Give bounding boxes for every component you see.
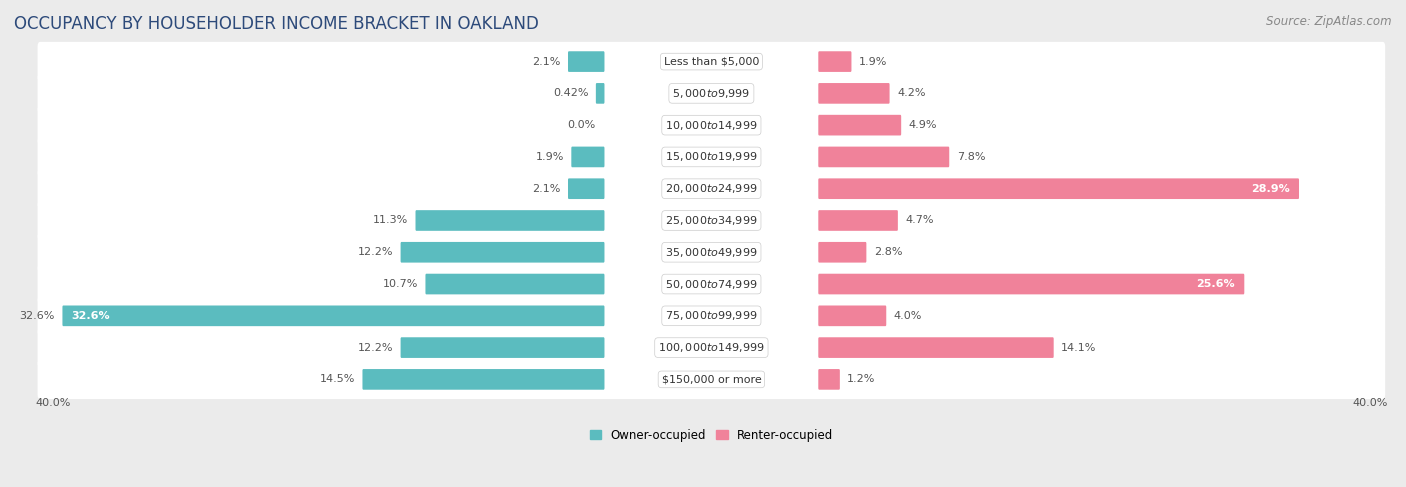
FancyBboxPatch shape — [818, 115, 901, 135]
Text: 32.6%: 32.6% — [20, 311, 55, 321]
FancyBboxPatch shape — [818, 147, 949, 167]
Text: Less than $5,000: Less than $5,000 — [664, 56, 759, 67]
Text: 12.2%: 12.2% — [357, 342, 394, 353]
FancyBboxPatch shape — [818, 51, 852, 72]
Text: 10.7%: 10.7% — [382, 279, 418, 289]
Text: 25.6%: 25.6% — [1197, 279, 1236, 289]
Text: 2.1%: 2.1% — [531, 56, 561, 67]
Text: 4.9%: 4.9% — [908, 120, 938, 130]
FancyBboxPatch shape — [596, 83, 605, 104]
Text: 0.0%: 0.0% — [567, 120, 595, 130]
FancyBboxPatch shape — [38, 74, 1385, 113]
Text: 40.0%: 40.0% — [35, 398, 70, 408]
FancyBboxPatch shape — [62, 305, 605, 326]
Text: $10,000 to $14,999: $10,000 to $14,999 — [665, 119, 758, 131]
Text: 32.6%: 32.6% — [72, 311, 110, 321]
Text: 12.2%: 12.2% — [357, 247, 394, 257]
FancyBboxPatch shape — [38, 328, 1385, 367]
FancyBboxPatch shape — [568, 178, 605, 199]
Text: 40.0%: 40.0% — [1353, 398, 1388, 408]
FancyBboxPatch shape — [426, 274, 605, 294]
Text: 1.2%: 1.2% — [848, 375, 876, 384]
FancyBboxPatch shape — [818, 178, 1299, 199]
Text: $35,000 to $49,999: $35,000 to $49,999 — [665, 246, 758, 259]
FancyBboxPatch shape — [38, 42, 1385, 81]
FancyBboxPatch shape — [38, 233, 1385, 272]
FancyBboxPatch shape — [571, 147, 605, 167]
Text: 2.8%: 2.8% — [875, 247, 903, 257]
FancyBboxPatch shape — [401, 337, 605, 358]
FancyBboxPatch shape — [818, 337, 1053, 358]
Text: $150,000 or more: $150,000 or more — [661, 375, 761, 384]
Text: $15,000 to $19,999: $15,000 to $19,999 — [665, 150, 758, 164]
FancyBboxPatch shape — [818, 83, 890, 104]
FancyBboxPatch shape — [38, 360, 1385, 399]
Text: $20,000 to $24,999: $20,000 to $24,999 — [665, 182, 758, 195]
Text: 4.0%: 4.0% — [894, 311, 922, 321]
Text: 14.1%: 14.1% — [1062, 342, 1097, 353]
FancyBboxPatch shape — [363, 369, 605, 390]
Text: 0.42%: 0.42% — [553, 88, 588, 98]
FancyBboxPatch shape — [38, 201, 1385, 240]
Text: 7.8%: 7.8% — [956, 152, 986, 162]
FancyBboxPatch shape — [401, 242, 605, 262]
Text: 1.9%: 1.9% — [536, 152, 564, 162]
Text: 11.3%: 11.3% — [373, 215, 408, 225]
FancyBboxPatch shape — [818, 369, 839, 390]
Legend: Owner-occupied, Renter-occupied: Owner-occupied, Renter-occupied — [585, 424, 838, 447]
FancyBboxPatch shape — [818, 274, 1244, 294]
Text: Source: ZipAtlas.com: Source: ZipAtlas.com — [1267, 15, 1392, 28]
Text: $25,000 to $34,999: $25,000 to $34,999 — [665, 214, 758, 227]
Text: $75,000 to $99,999: $75,000 to $99,999 — [665, 309, 758, 322]
Text: OCCUPANCY BY HOUSEHOLDER INCOME BRACKET IN OAKLAND: OCCUPANCY BY HOUSEHOLDER INCOME BRACKET … — [14, 15, 538, 33]
Text: $5,000 to $9,999: $5,000 to $9,999 — [672, 87, 751, 100]
Text: 2.1%: 2.1% — [531, 184, 561, 194]
FancyBboxPatch shape — [416, 210, 605, 231]
Text: 14.5%: 14.5% — [319, 375, 354, 384]
Text: 4.7%: 4.7% — [905, 215, 934, 225]
FancyBboxPatch shape — [818, 305, 886, 326]
FancyBboxPatch shape — [38, 106, 1385, 145]
Text: $100,000 to $149,999: $100,000 to $149,999 — [658, 341, 765, 354]
FancyBboxPatch shape — [818, 210, 898, 231]
Text: 1.9%: 1.9% — [859, 56, 887, 67]
Text: 28.9%: 28.9% — [1251, 184, 1289, 194]
Text: 4.2%: 4.2% — [897, 88, 925, 98]
FancyBboxPatch shape — [38, 296, 1385, 336]
FancyBboxPatch shape — [38, 169, 1385, 208]
FancyBboxPatch shape — [568, 51, 605, 72]
Text: $50,000 to $74,999: $50,000 to $74,999 — [665, 278, 758, 291]
FancyBboxPatch shape — [38, 137, 1385, 177]
FancyBboxPatch shape — [818, 242, 866, 262]
FancyBboxPatch shape — [38, 264, 1385, 304]
